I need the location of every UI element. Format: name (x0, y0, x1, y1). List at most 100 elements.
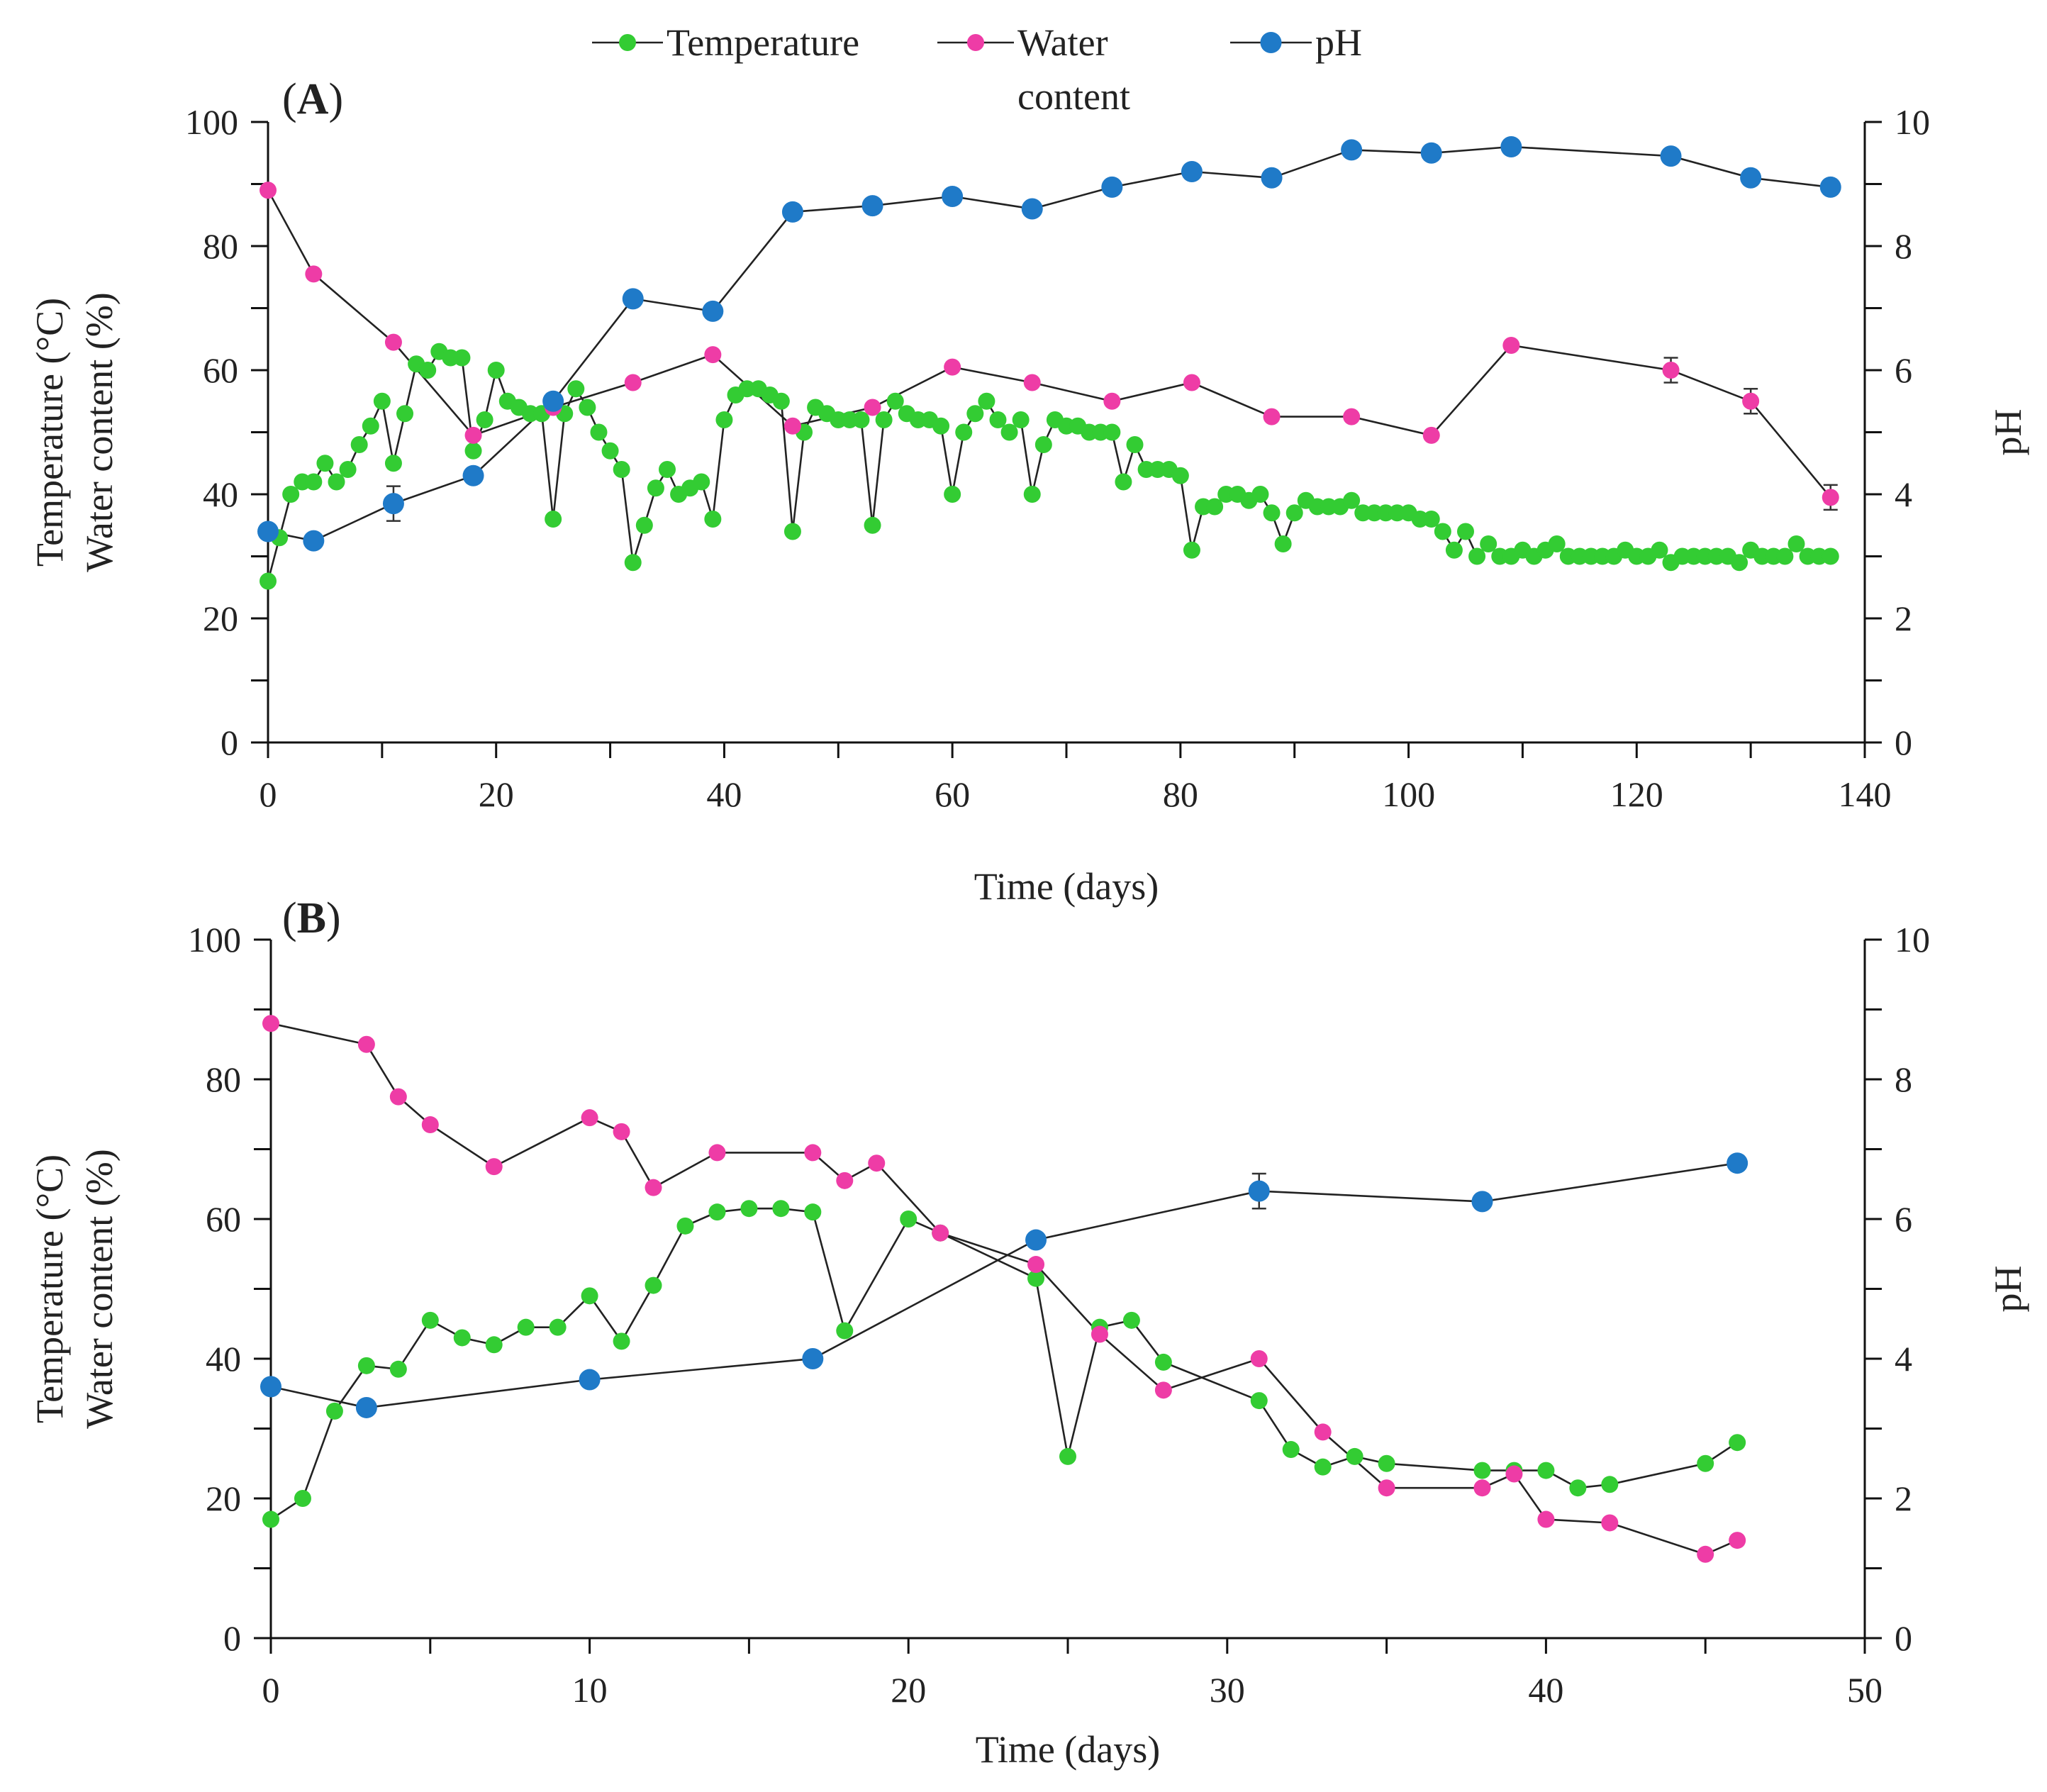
panel-a-water-content-point (1183, 374, 1200, 391)
panel-b-temperature-point (581, 1287, 598, 1305)
panel-a-y2-axis-title: pH (1987, 409, 2029, 456)
panel-b-water-content-point (421, 1116, 439, 1134)
panel-a-temperature-point (1034, 436, 1052, 453)
panel-b-water-content-point (485, 1158, 503, 1176)
panel-b-water-content-point (262, 1015, 279, 1033)
panel-a-temperature-point (487, 362, 505, 379)
panel-b-temperature-point (1314, 1458, 1332, 1476)
panel-a-temperature-point (989, 411, 1007, 428)
legend-water-content-label: content (1017, 75, 1130, 118)
panel-a-temperature-point (419, 362, 437, 379)
panel-b-water-content-point (357, 1035, 375, 1053)
panel-b-y-tick-label: 80 (206, 1059, 241, 1099)
panel-b-water-content-point (581, 1109, 598, 1127)
panel-a-temperature-point (476, 411, 493, 428)
panel-b-temperature-point (1027, 1269, 1045, 1287)
panel-b-y-axis-title-line2: Water content (%) (78, 1149, 121, 1428)
panel-b-temperature-point (1697, 1454, 1714, 1472)
panel-b-temperature-point (613, 1332, 630, 1350)
panel-b-water-content-point (932, 1224, 949, 1242)
panel-a-ph-point (861, 195, 883, 217)
panel-a-temperature-point (464, 442, 482, 460)
panel-a-water-content-point (1422, 426, 1440, 444)
panel-a-y-tick-label: 20 (203, 599, 238, 638)
panel-a-x-tick-label: 40 (706, 774, 742, 814)
panel-a-ph-point (1500, 136, 1522, 157)
panel-a-temperature-point (1103, 423, 1121, 441)
panel-b-ph-point (802, 1348, 824, 1369)
panel-a-ph-point (1819, 176, 1841, 198)
panel-a-water-content-point (1502, 337, 1520, 354)
panel-a-temperature-point (1115, 473, 1132, 491)
panel-a-ph-point (781, 201, 803, 223)
panel-a-y-tick-label: 80 (203, 226, 238, 266)
panel-a-temperature-point (1274, 535, 1292, 552)
panel-a-temperature-point (715, 411, 733, 428)
panel-a-temperature-point (1445, 541, 1463, 559)
panel-b-temperature-point (1569, 1479, 1587, 1497)
panel-a-water-content-line (267, 189, 1831, 499)
panel-b-temperature-point (1282, 1441, 1300, 1459)
panel-a-temperature-point (1468, 547, 1486, 565)
panel-a-temperature-point (260, 572, 277, 590)
panel-a-y-tick-label: 40 (203, 474, 238, 514)
panel-a-temperature-point (1285, 504, 1303, 522)
panel-a-temperature-point (852, 411, 870, 428)
panel-b-temperature-point (517, 1318, 535, 1336)
panel-a-temperature-point (1651, 541, 1668, 559)
panel-a-ph-point (542, 390, 564, 412)
panel-b-water-content-point (1729, 1532, 1746, 1549)
panel-b-temperature-point (836, 1322, 854, 1340)
panel-b-temperature-point (740, 1200, 758, 1218)
panel-b-temperature-point (421, 1311, 439, 1329)
panel-a-ph-point (1420, 142, 1442, 164)
panel-a-ph-point (382, 493, 404, 515)
panel-b-water-content-point (1473, 1479, 1491, 1497)
panel-a-y2-tick-label: 6 (1895, 350, 1912, 390)
legend-temperature-marker (619, 34, 636, 51)
panel-b-temperature-point (485, 1336, 503, 1354)
panel-b-x-tick-label: 50 (1847, 1670, 1883, 1710)
panel-b-water-content-point (1505, 1465, 1523, 1483)
panel-b-water-content-point (1314, 1423, 1332, 1441)
panel-b-temperature-point (1473, 1462, 1491, 1479)
panel-b-ph-point (579, 1369, 601, 1391)
panel-a-temperature-point (1343, 491, 1361, 509)
panel-b-water-content-point (1027, 1256, 1045, 1274)
panel-a-x-tick-label: 20 (479, 774, 514, 814)
panel-a-ph-point (1101, 176, 1123, 198)
legend: Temperature Water content pH (592, 21, 1362, 118)
panel-a-temperature-point (328, 473, 345, 491)
panel-a-water-content-point (1742, 392, 1760, 410)
panel-a-temperature-point (305, 473, 323, 491)
panel-b-ph-point (1727, 1152, 1748, 1174)
panel-b-temperature-point (294, 1490, 311, 1507)
panel-a-temperature-point (339, 461, 357, 478)
panel-a-temperature-point (875, 411, 893, 428)
panel-a-temperature-point (659, 461, 676, 478)
panel-b-temperature-point (1378, 1454, 1395, 1472)
panel-b-temperature-point (1059, 1447, 1076, 1465)
panel-b-temperature-point (708, 1203, 726, 1221)
panel-a-temperature-point (647, 479, 664, 497)
panel-a-temperature-point (601, 442, 619, 460)
panel-b-water-content-point (389, 1088, 407, 1106)
panel-a-y2-tick-label: 4 (1895, 474, 1912, 514)
panel-a-x-tick-label: 60 (935, 774, 970, 814)
panel-b-temperature-point (1601, 1476, 1619, 1493)
panel-a-x-tick-label: 100 (1382, 774, 1435, 814)
panel-b-temperature-point (772, 1200, 790, 1218)
panel-a-y2-tick-label: 2 (1895, 599, 1912, 638)
panel-a-temperature-point (1023, 486, 1041, 503)
panel-b-ph-point (1471, 1191, 1493, 1213)
panel-b-y-axis-title-line1: Temperature (°C) (28, 1154, 71, 1423)
panel-b-water-content-point (1250, 1350, 1268, 1367)
panel-b-y2-axis-title: pH (1987, 1266, 2029, 1313)
panel-a-water-content-point (1343, 408, 1361, 425)
panel-a-ph-point (257, 521, 279, 542)
panel-b-x-tick-label: 10 (572, 1670, 608, 1710)
panel-b-water-content-point (804, 1144, 822, 1162)
panel-a-temperature-point (613, 461, 630, 478)
panel-a-x-axis-title: Time (days) (974, 865, 1159, 908)
